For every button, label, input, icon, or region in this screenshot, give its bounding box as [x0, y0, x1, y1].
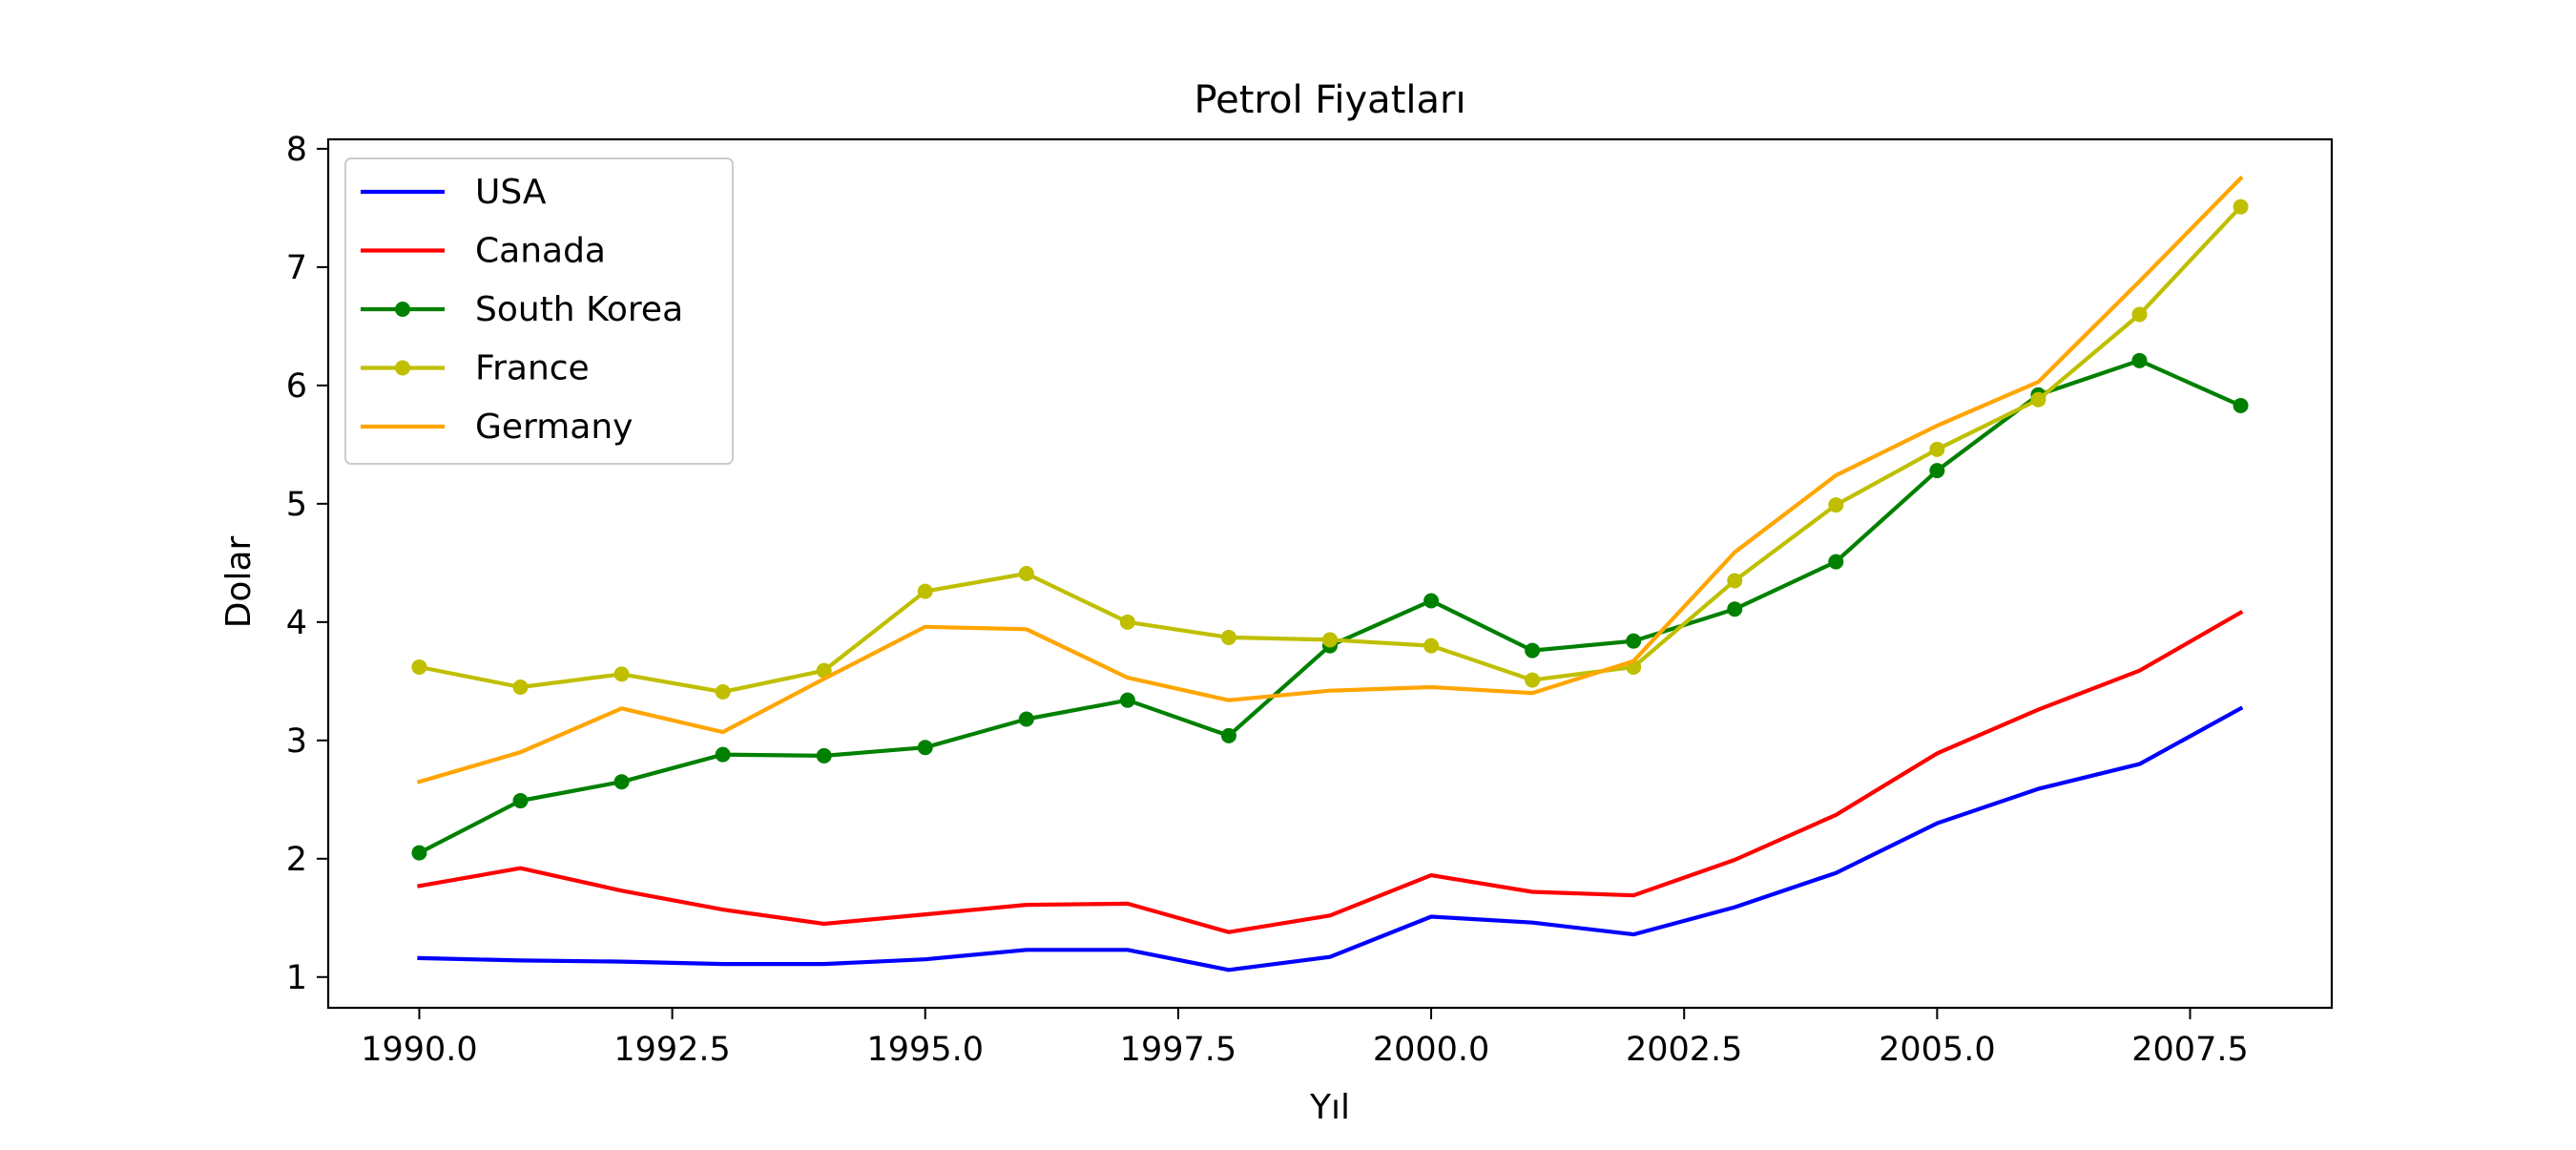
data-point: [1119, 692, 1135, 708]
x-tick-label: 1997.5: [1120, 1031, 1236, 1069]
x-axis-ticks: 1990.0 1992.5 1995.0 1997.5 2000.0 2002.5 2005…: [361, 1008, 2249, 1069]
data-point: [1525, 642, 1541, 659]
series-canada: [417, 610, 2244, 934]
data-point: [411, 845, 427, 861]
series-line-canada: [417, 610, 2244, 934]
data-point: [2233, 397, 2249, 413]
data-point: [2131, 352, 2148, 368]
series-usa: [417, 705, 2244, 972]
data-point: [2030, 391, 2046, 408]
data-point: [2131, 306, 2148, 323]
data-point: [1220, 629, 1236, 645]
data-point: [1929, 441, 1945, 457]
y-tick-label: 4: [286, 604, 307, 642]
data-point: [1626, 633, 1642, 649]
data-point: [1727, 601, 1743, 617]
data-point: [917, 583, 933, 599]
data-point: [1423, 638, 1440, 654]
y-axis-label: Dolar: [219, 535, 259, 628]
legend-box: [344, 157, 734, 465]
data-point: [512, 680, 529, 696]
data-point: [1119, 614, 1135, 630]
data-point: [917, 740, 933, 756]
data-point: [613, 666, 630, 682]
y-tick-label: 3: [286, 722, 307, 761]
data-point: [715, 683, 731, 700]
data-point: [1525, 672, 1541, 688]
data-point: [2233, 199, 2249, 215]
data-point: [411, 659, 427, 675]
x-tick-label: 2007.5: [2131, 1031, 2248, 1069]
data-point: [1828, 554, 1844, 570]
data-point: [1727, 573, 1743, 589]
data-point: [816, 662, 832, 679]
data-point: [1322, 632, 1338, 648]
legend-item-usa: USA: [361, 173, 547, 212]
x-tick-label: 1990.0: [361, 1031, 477, 1069]
data-point: [816, 747, 832, 763]
y-tick-label: 7: [286, 249, 307, 287]
y-tick-label: 2: [286, 841, 307, 879]
legend-label: France: [475, 349, 590, 388]
data-point: [1018, 711, 1034, 727]
y-axis-ticks: 1 2 3 4 5 6 7 8: [286, 131, 328, 997]
x-tick-label: 1992.5: [613, 1031, 730, 1069]
data-point: [715, 746, 731, 763]
legend-marker: [395, 360, 410, 376]
legend-label: USA: [475, 173, 547, 212]
series-france: [411, 199, 2249, 700]
data-point: [1220, 727, 1236, 743]
data-point: [1018, 566, 1034, 581]
y-tick-label: 8: [286, 131, 307, 169]
legend-label: South Korea: [475, 290, 683, 329]
data-point: [1828, 497, 1844, 513]
legend-label: Canada: [475, 232, 606, 271]
y-tick-label: 6: [286, 367, 307, 406]
x-tick-label: 1995.0: [867, 1031, 984, 1069]
y-tick-label: 1: [286, 959, 307, 997]
plot-area-frame: [326, 137, 2334, 1010]
x-tick-label: 2002.5: [1626, 1031, 1742, 1069]
legend-item-france: France: [361, 349, 590, 388]
legend-item-canada: Canada: [361, 232, 606, 271]
series-germany: [416, 175, 2244, 784]
data-point: [613, 774, 630, 790]
x-axis-label: Yıl: [1309, 1088, 1350, 1127]
chart-title: Petrol Fiyatları: [1194, 78, 1465, 122]
data-point: [1423, 593, 1440, 609]
legend: USA Canada South Korea France Germany: [344, 157, 734, 465]
series-line-usa: [417, 705, 2244, 972]
y-tick-label: 5: [286, 486, 307, 524]
x-tick-label: 2000.0: [1373, 1031, 1489, 1069]
series-line-germany: [416, 175, 2244, 784]
legend-item-south-korea: South Korea: [361, 290, 683, 329]
data-point: [1929, 463, 1945, 479]
legend-label: Germany: [475, 408, 633, 447]
plot-series: [411, 175, 2249, 972]
legend-marker: [395, 302, 410, 317]
x-tick-label: 2005.0: [1879, 1031, 1995, 1069]
legend-item-germany: Germany: [361, 408, 633, 447]
data-point: [512, 793, 529, 809]
